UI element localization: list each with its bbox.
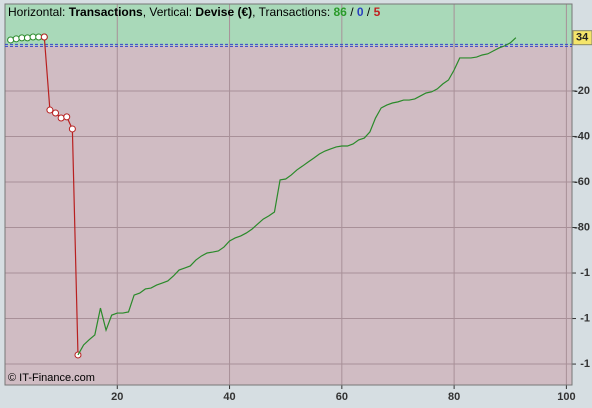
y-tick-label: -80 <box>574 221 590 233</box>
header-part: Transactions <box>69 5 143 19</box>
x-tick-label: 20 <box>111 391 123 403</box>
y-tick-label: -20 <box>574 85 590 97</box>
header-part: / <box>364 5 374 19</box>
trade-marker <box>35 33 43 41</box>
trade-marker <box>23 34 31 42</box>
y-tick-label: -60 <box>574 176 590 188</box>
trade-marker <box>40 33 48 41</box>
x-tick-label: 80 <box>448 391 460 403</box>
trade-marker <box>18 34 26 42</box>
header-part: 86 <box>334 5 348 19</box>
last-value-box <box>572 30 592 46</box>
y-tick-label: -40 <box>574 130 590 142</box>
trade-marker <box>29 33 37 41</box>
header-part: , Vertical: <box>143 5 196 19</box>
header-part: Devise (€) <box>195 5 252 19</box>
header-part: , Transactions: <box>252 5 333 19</box>
header: Horizontal: Transactions, Vertical: Devi… <box>8 5 381 19</box>
x-tick-label: 60 <box>336 391 348 403</box>
header-part: 5 <box>374 5 381 19</box>
trade-marker <box>63 113 71 121</box>
trade-marker <box>12 35 20 43</box>
y-tick-label: -1 <box>580 312 590 324</box>
trade-marker <box>57 114 65 122</box>
plot: 20 40 60 80 100 -20 -40 -60 -80 -1 -1 -1 34 <box>4 3 592 403</box>
last-value-label: 34 <box>576 32 589 44</box>
y-tick-label: -1 <box>580 358 590 370</box>
plot-frame <box>4 3 573 386</box>
trade-marker <box>68 125 76 133</box>
x-tick-label: 40 <box>223 391 235 403</box>
trade-marker <box>7 36 15 44</box>
header-part: / <box>347 5 357 19</box>
equity-line <box>77 37 517 356</box>
positive-zone <box>5 4 572 46</box>
x-tick-label: 100 <box>557 391 575 403</box>
trade-marker <box>46 106 54 114</box>
footer: © IT-Finance.com <box>8 372 95 384</box>
negative-zone <box>5 45 572 385</box>
header-part: Horizontal: <box>8 5 69 19</box>
header-part: 0 <box>357 5 364 19</box>
trade-marker <box>52 109 60 117</box>
y-tick-label: -1 <box>580 267 590 279</box>
